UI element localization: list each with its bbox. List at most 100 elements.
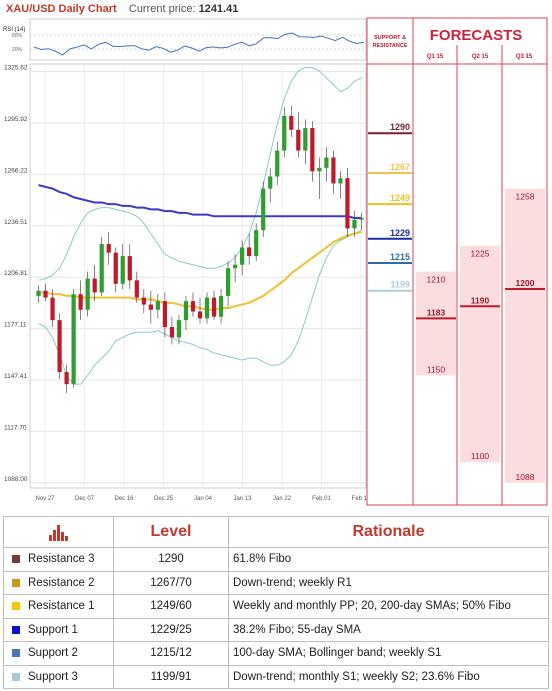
chart-area: RSI (14) 80% 20% 1325.62 1295.92 1266.22 12… [3,17,548,506]
candle [148,304,153,310]
levels-table: Level Rationale Resistance 3 1290 61.8% … [3,516,549,689]
candle [359,218,364,220]
swatch-icon [12,625,20,634]
rsi-label: RSI (14) [3,27,25,33]
candle [303,128,308,151]
candle [190,301,196,312]
y-tick-label: 1117.70 [4,424,27,431]
row-level: 1199/91 [113,664,229,689]
table-row: Support 3 1199/91 Down-trend; monthly S1… [3,664,549,689]
sr-level-label: 1199 [390,280,410,290]
candle [331,157,336,184]
row-level: 1267/70 [113,570,229,595]
forecast-range [505,188,545,483]
candle [43,290,48,298]
candle [127,256,132,281]
x-tick-label: Jan 04 [194,496,213,502]
candle [85,278,90,310]
quarter-q2: Q2 15 [472,54,489,60]
table-icon-cell [3,516,114,548]
candle [296,129,301,151]
forecast-average-label: 1183 [427,307,446,317]
candle [345,178,350,229]
rsi-line [33,32,365,56]
y-tick-label: 1266.22 [4,167,28,174]
price-grid [30,64,366,488]
forecast-high-label: 1258 [516,192,535,202]
sr-level-label: 1215 [390,252,410,262]
x-tick-label: Dec 16 [114,496,134,502]
bollinger-lower-line [38,229,362,385]
y-tick-label: 1295.92 [4,116,28,123]
candle [50,297,55,321]
row-level: 1229/25 [113,617,229,642]
forecasts-title: FORECASTS [430,27,523,44]
row-label: Support 3 [3,664,114,689]
sr-level-label: 1290 [390,122,410,132]
forecast-low-label: 1150 [427,365,446,375]
sma200-line [38,184,362,220]
forecast-high-label: 1225 [471,249,490,259]
candle [92,278,97,293]
current-price: 1241.41 [198,3,239,15]
bar-chart-icon [48,523,69,541]
candle [134,280,139,298]
y-tick-label: 1147.41 [4,373,27,380]
forecast-low-label: 1100 [471,451,490,461]
table-header-level: Level [113,516,229,548]
candle [183,301,189,321]
forecast-high-label: 1210 [427,275,446,285]
table-row: Support 2 1215/12 100-day SMA; Bollinger… [3,641,549,666]
candle [338,178,343,184]
candle [120,256,125,284]
support-resistance-label: SUPPORT & RESISTANCE [372,35,407,49]
row-rationale: 61.8% Fibo [228,547,549,572]
x-tick-label: Dec 25 [154,496,174,502]
candle [317,167,322,172]
candle [233,264,238,269]
chart-title: XAU/USD Daily Chart [6,3,117,15]
candles [36,105,364,393]
x-tick-label: Nov 27 [35,496,55,502]
current-price-label: Current price: [128,3,196,15]
candle [162,301,167,328]
table-row: Resistance 2 1267/70 Down-trend; weekly … [3,570,549,595]
sr-level-label: 1229 [390,228,410,238]
candle [211,297,217,317]
forecast-range [416,271,456,376]
row-level: 1290 [113,547,229,572]
candle [204,297,210,319]
table-header-rationale: Rationale [228,516,549,548]
candle [247,247,252,257]
quarter-q3: Q3 15 [516,54,533,60]
candle [218,295,224,317]
forecast-low-label: 1088 [516,472,535,482]
y-tick-label: 1088.00 [4,476,28,483]
quarter-q1: Q1 15 [427,54,444,60]
candle [310,128,315,172]
candle [64,372,69,385]
candle [268,176,273,189]
y-tick-label: 1236.51 [4,219,28,226]
table-row: Support 1 1229/25 38.2% Fibo; 55-day SMA [3,617,549,642]
candle [324,157,329,168]
x-axis: Nov 27 Dec 07 Dec 16 Dec 25 Jan 04 Jan 13 Jan … [35,496,371,502]
candle [275,150,280,177]
row-label: Resistance 1 [3,594,114,619]
row-rationale: Down-trend; monthly S1; weekly S2; 23.6%… [228,664,549,689]
sr-level-label: 1267 [390,162,410,172]
candle [352,219,357,229]
x-tick-label: Feb 10 [352,496,371,502]
y-tick-label: 1325.62 [4,65,28,72]
candle [261,188,266,231]
table-row: Resistance 1 1249/60 Weekly and monthly … [3,594,549,619]
row-label: Resistance 2 [3,570,114,595]
candle [197,311,203,319]
forecast-range [460,245,500,463]
x-tick-label: Jan 22 [273,496,292,502]
price-panel [29,63,367,489]
candle [225,268,231,296]
bollinger-upper-line [38,66,362,281]
swatch-icon [12,672,20,681]
candle [113,252,118,284]
